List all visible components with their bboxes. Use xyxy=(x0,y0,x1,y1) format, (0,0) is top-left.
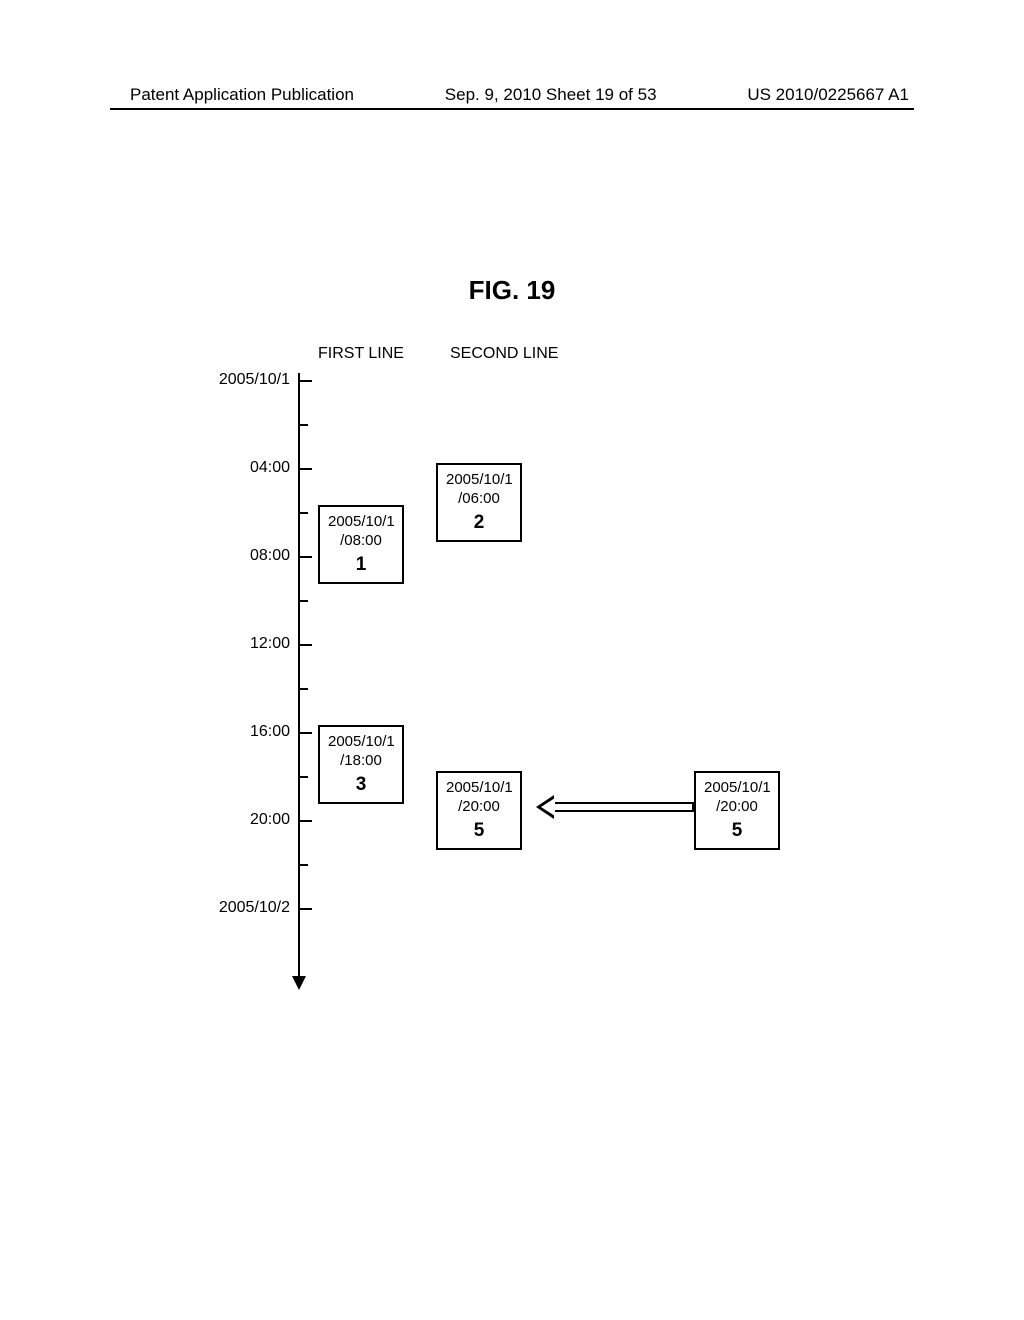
timeline-axis-arrowhead xyxy=(292,976,306,990)
header-docnum: US 2010/0225667 A1 xyxy=(747,85,909,105)
header-date-sheet: Sep. 9, 2010 Sheet 19 of 53 xyxy=(445,85,657,105)
timeline-item-box: 2005/10/1/20:00 5 xyxy=(436,771,522,850)
timeline-item-box: 2005/10/1/08:00 1 xyxy=(318,505,404,584)
axis-tick xyxy=(298,600,308,602)
axis-tick xyxy=(298,732,312,734)
header-publication: Patent Application Publication xyxy=(130,85,354,105)
axis-tick xyxy=(298,644,312,646)
axis-label: 12:00 xyxy=(250,635,290,653)
item-date: 2005/10/1 xyxy=(446,779,512,798)
axis-label: 08:00 xyxy=(250,547,290,565)
item-number: 2 xyxy=(446,511,512,535)
item-time: /20:00 xyxy=(704,798,770,817)
axis-label: 16:00 xyxy=(250,723,290,741)
item-number: 3 xyxy=(328,773,394,797)
axis-tick xyxy=(298,688,308,690)
axis-tick xyxy=(298,776,308,778)
column-header-second: SECOND LINE xyxy=(450,345,558,363)
move-arrow-shaft xyxy=(554,802,694,812)
header-rule xyxy=(110,108,914,110)
item-number: 1 xyxy=(328,553,394,577)
axis-label: 2005/10/2 xyxy=(219,899,290,917)
figure-title: FIG. 19 xyxy=(0,275,1024,306)
timeline-item-box: 2005/10/1/20:00 5 xyxy=(694,771,780,850)
item-time: /06:00 xyxy=(446,490,512,509)
axis-tick xyxy=(298,424,308,426)
item-time: /18:00 xyxy=(328,752,394,771)
timeline-item-box: 2005/10/1/18:00 3 xyxy=(318,725,404,804)
axis-label: 04:00 xyxy=(250,459,290,477)
timeline-diagram: FIRST LINE SECOND LINE 2005/10/1 04:00 08:… xyxy=(160,345,880,1005)
item-number: 5 xyxy=(704,819,770,843)
axis-label: 2005/10/1 xyxy=(219,371,290,389)
item-date: 2005/10/1 xyxy=(328,733,394,752)
axis-tick xyxy=(298,864,308,866)
timeline-item-box: 2005/10/1/06:00 2 xyxy=(436,463,522,542)
axis-tick xyxy=(298,512,308,514)
axis-tick xyxy=(298,468,312,470)
axis-tick xyxy=(298,556,312,558)
item-time: /08:00 xyxy=(328,532,394,551)
item-time: /20:00 xyxy=(446,798,512,817)
move-arrow-head-fill xyxy=(541,798,555,816)
item-date: 2005/10/1 xyxy=(704,779,770,798)
item-date: 2005/10/1 xyxy=(328,513,394,532)
axis-tick xyxy=(298,908,312,910)
page-header: Patent Application Publication Sep. 9, 2… xyxy=(0,85,1024,105)
axis-label: 20:00 xyxy=(250,811,290,829)
axis-tick xyxy=(298,820,312,822)
column-header-first: FIRST LINE xyxy=(318,345,404,363)
item-number: 5 xyxy=(446,819,512,843)
item-date: 2005/10/1 xyxy=(446,471,512,490)
axis-tick xyxy=(298,380,312,382)
timeline-axis xyxy=(298,373,300,981)
